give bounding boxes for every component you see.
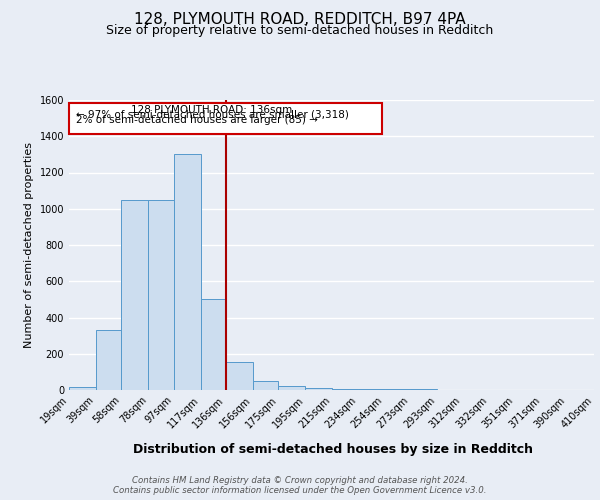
Text: Contains HM Land Registry data © Crown copyright and database right 2024.: Contains HM Land Registry data © Crown c…: [132, 476, 468, 485]
Bar: [226, 362, 253, 390]
Bar: [305, 388, 332, 390]
Bar: [278, 386, 305, 390]
Text: ← 97% of semi-detached houses are smaller (3,318): ← 97% of semi-detached houses are smalle…: [76, 110, 349, 120]
Text: 128 PLYMOUTH ROAD: 136sqm: 128 PLYMOUTH ROAD: 136sqm: [131, 106, 292, 116]
Bar: [332, 389, 358, 390]
Text: 128, PLYMOUTH ROAD, REDDITCH, B97 4PA: 128, PLYMOUTH ROAD, REDDITCH, B97 4PA: [134, 12, 466, 28]
Text: 2% of semi-detached houses are larger (85) →: 2% of semi-detached houses are larger (8…: [76, 114, 317, 124]
Bar: [253, 381, 278, 390]
Text: Contains public sector information licensed under the Open Government Licence v3: Contains public sector information licen…: [113, 486, 487, 495]
FancyBboxPatch shape: [69, 103, 382, 134]
Bar: [148, 200, 174, 390]
Bar: [121, 200, 148, 390]
Text: Size of property relative to semi-detached houses in Redditch: Size of property relative to semi-detach…: [106, 24, 494, 37]
Text: Distribution of semi-detached houses by size in Redditch: Distribution of semi-detached houses by …: [133, 442, 533, 456]
Bar: [174, 154, 200, 390]
Bar: [69, 388, 96, 390]
Y-axis label: Number of semi-detached properties: Number of semi-detached properties: [24, 142, 34, 348]
Bar: [96, 330, 121, 390]
Bar: [200, 300, 226, 390]
